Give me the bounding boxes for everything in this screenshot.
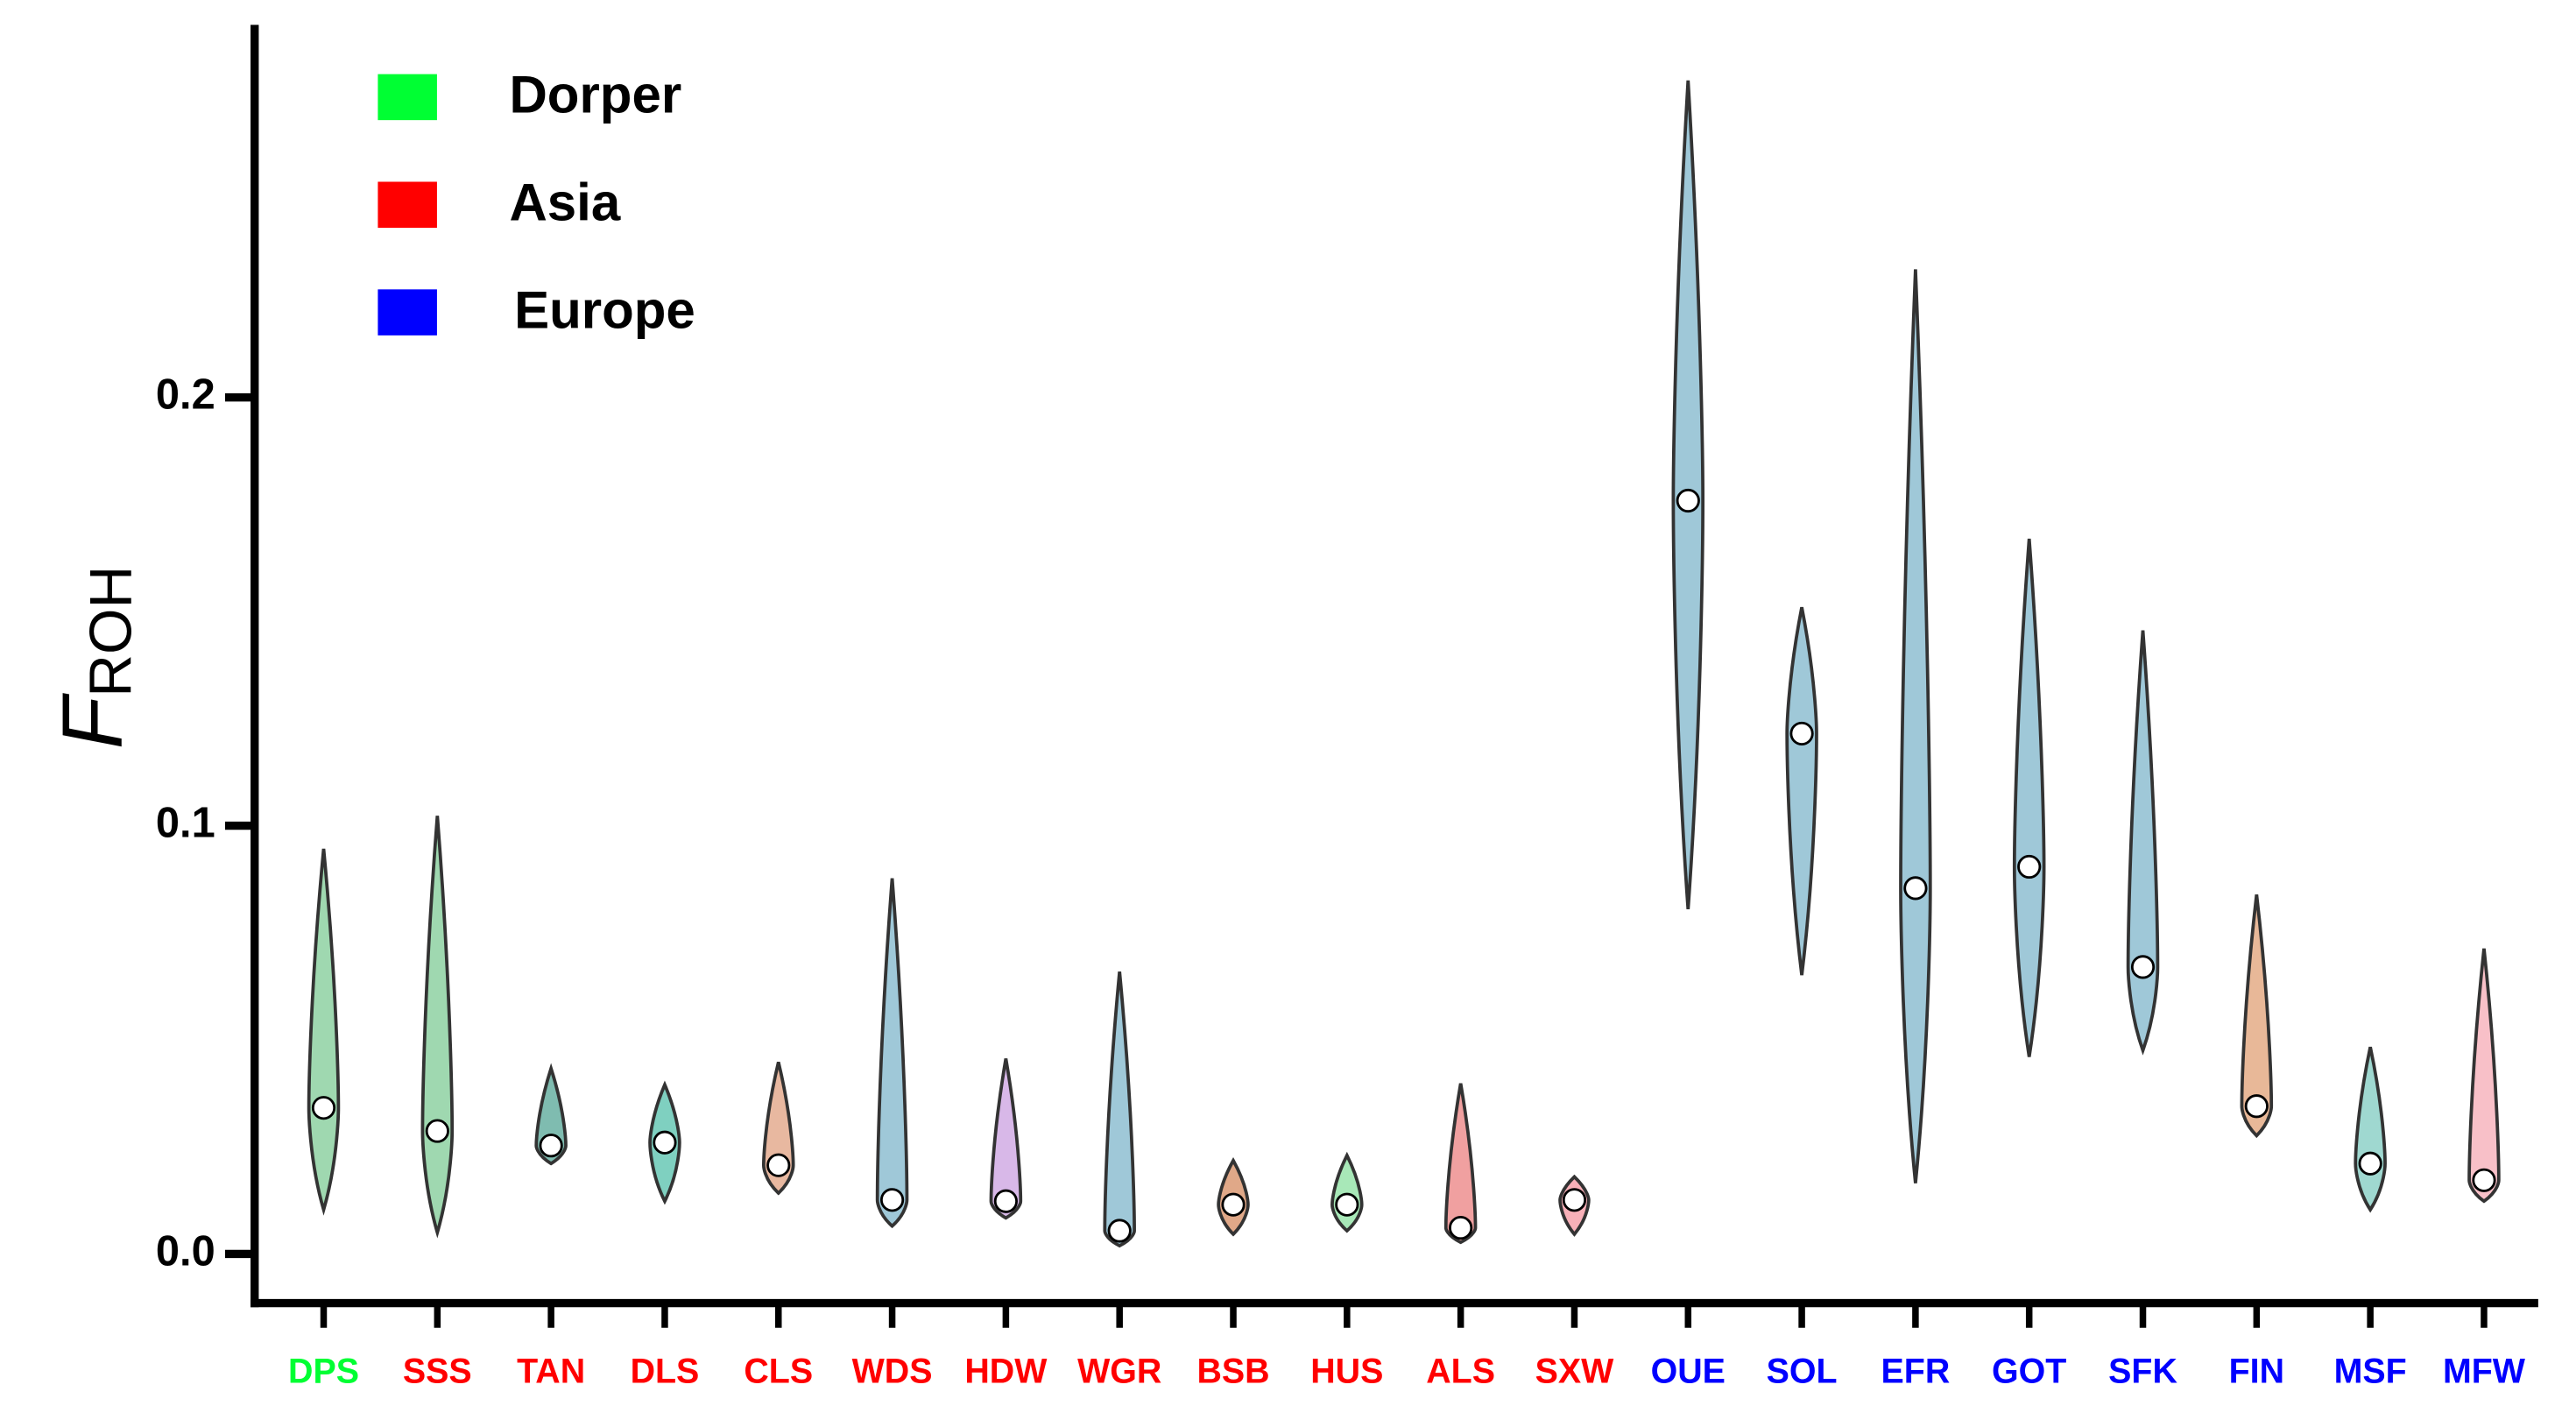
violin [2354,1046,2387,1213]
x-tick-label: FIN [2229,1353,2284,1391]
x-tick-label: BSB [1196,1353,1269,1391]
legend-label: Asia [509,173,620,231]
violin [875,878,909,1229]
x-tick-label: SFK [2108,1353,2177,1391]
x-tick-label: SXW [1535,1353,1615,1391]
violin [1899,269,1932,1183]
median-point [1789,721,1814,746]
y-label-main: F [44,692,139,749]
x-tick-label: DLS [631,1353,700,1391]
median-point [653,1130,677,1155]
median-point [2130,955,2156,979]
x-tick-label: DPS [288,1353,359,1391]
median-point [1562,1188,1587,1212]
median-point [1676,488,1700,513]
median-point [425,1119,449,1143]
x-tick-label: TAN [517,1353,585,1391]
median-point [879,1188,905,1212]
violin [2012,538,2046,1057]
y-label-sub: ROH [78,566,144,697]
violin [307,848,341,1216]
violin [2126,630,2160,1056]
x-tick-label: OUE [1651,1353,1726,1391]
x-tick-label: WDS [852,1353,933,1391]
legend-swatch [378,181,437,229]
median-point [1335,1192,1359,1217]
violin [420,816,455,1239]
x-tick-label: HDW [964,1353,1048,1391]
x-tick-label: ALS [1426,1353,1495,1391]
legend-swatch [378,289,437,336]
y-tick-label: 0.1 [156,799,215,846]
x-tick-label: WGR [1077,1353,1161,1391]
x-tick-label: GOT [1992,1353,2066,1391]
violin [1443,1083,1478,1245]
median-point [993,1189,1018,1213]
y-tick-label: 0.2 [156,371,215,419]
x-tick-label: CLS [744,1353,813,1391]
violin [2240,894,2274,1139]
median-point [1221,1192,1246,1217]
median-point [1107,1219,1132,1243]
x-tick-label: SOL [1767,1353,1838,1391]
median-point [2244,1094,2269,1119]
median-point [766,1153,791,1177]
violin [989,1058,1023,1220]
legend-swatch [378,74,437,121]
x-tick-label: MSF [2334,1353,2407,1391]
x-tick-label: HUS [1310,1353,1383,1391]
legend-label: Dorper [509,66,681,124]
x-tick-label: EFR [1881,1353,1951,1391]
violin [1785,606,1818,976]
legend-label: Europe [514,280,695,339]
median-point [1903,876,1928,901]
median-point [2358,1151,2382,1176]
x-tick-label: MFW [2443,1353,2526,1391]
y-tick-label: 0.0 [156,1227,215,1275]
median-point [2017,854,2042,880]
median-point [2472,1168,2496,1192]
violin [2467,948,2501,1204]
x-tick-label: SSS [403,1353,472,1391]
median-point [311,1096,336,1120]
median-point [1449,1215,1473,1240]
median-point [539,1134,563,1158]
y-axis-label: FROH [44,566,144,750]
violin [1103,971,1136,1248]
